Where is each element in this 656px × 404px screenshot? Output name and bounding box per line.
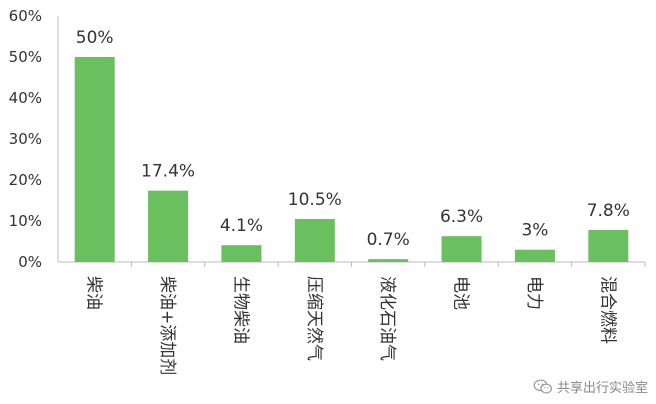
data-label: 50% bbox=[76, 28, 114, 48]
y-tick-label: 0% bbox=[18, 253, 42, 271]
category-label: 电池 bbox=[451, 276, 471, 310]
wechat-icon bbox=[533, 379, 552, 394]
bar bbox=[588, 230, 629, 262]
data-label: 4.1% bbox=[220, 216, 263, 236]
y-tick-label: 30% bbox=[9, 130, 42, 148]
category-label: 混合燃料 bbox=[597, 276, 617, 344]
bar bbox=[294, 218, 335, 262]
category-label: 生物柴油 bbox=[230, 276, 250, 344]
watermark: 共享出行实验室 bbox=[533, 377, 648, 396]
bar bbox=[441, 236, 482, 262]
y-tick-label: 40% bbox=[9, 89, 42, 107]
data-label: 7.8% bbox=[587, 201, 630, 221]
category-label: 液化石油气 bbox=[377, 276, 397, 361]
data-label: 17.4% bbox=[141, 162, 195, 182]
bar bbox=[74, 57, 115, 262]
category-label: 压缩天然气 bbox=[304, 276, 324, 361]
data-label: 6.3% bbox=[440, 207, 483, 227]
data-label: 0.7% bbox=[367, 230, 410, 250]
category-label: 电力 bbox=[524, 276, 544, 310]
data-label: 3% bbox=[521, 221, 548, 241]
y-tick-label: 50% bbox=[9, 48, 42, 66]
watermark-text: 共享出行实验室 bbox=[556, 381, 648, 396]
data-label: 10.5% bbox=[288, 190, 342, 210]
bar bbox=[514, 249, 555, 262]
category-label: 柴油+添加剂 bbox=[157, 276, 177, 375]
bar bbox=[148, 190, 189, 262]
bar bbox=[221, 245, 262, 262]
bar bbox=[368, 259, 409, 262]
y-tick-label: 20% bbox=[9, 171, 42, 189]
category-label: 柴油 bbox=[84, 276, 104, 310]
y-tick-label: 60% bbox=[9, 7, 42, 25]
y-tick-label: 10% bbox=[9, 212, 42, 230]
